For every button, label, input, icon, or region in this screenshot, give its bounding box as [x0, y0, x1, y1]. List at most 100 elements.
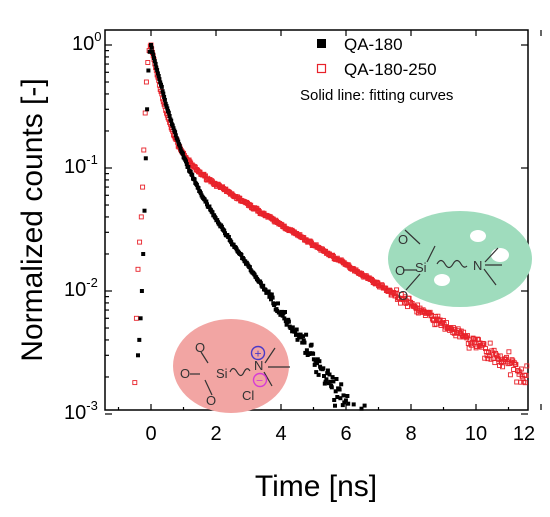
data-point [322, 374, 326, 378]
data-point [164, 104, 169, 109]
y-tick-label: 10-2 [64, 275, 98, 301]
data-point [137, 239, 143, 245]
data-point [314, 370, 319, 375]
data-point [332, 398, 337, 402]
data-point [261, 283, 266, 288]
data-point [346, 401, 351, 406]
data-point [341, 393, 346, 398]
data-point [190, 173, 195, 178]
data-point [393, 290, 399, 296]
data-point [162, 97, 167, 102]
legend-marker-qa-180 [317, 39, 326, 48]
data-point [140, 184, 146, 190]
oxygen-label: O [398, 232, 408, 247]
data-point [333, 403, 337, 408]
chloride-label: Cl [242, 388, 254, 403]
data-point [133, 315, 139, 321]
data-point [280, 313, 285, 318]
data-point [301, 334, 305, 339]
data-point [315, 361, 319, 366]
data-point [283, 310, 287, 314]
data-point [141, 252, 146, 256]
data-point [270, 295, 275, 300]
data-point [132, 380, 138, 386]
data-point [196, 186, 201, 191]
data-point [231, 242, 236, 247]
legend-note: Solid line: fitting curves [300, 87, 453, 104]
minus-charge-icon [252, 372, 268, 388]
x-tick-label: 0 [145, 423, 156, 445]
data-point [506, 349, 512, 355]
data-point [155, 68, 160, 73]
data-point [311, 351, 316, 356]
data-point [142, 110, 148, 116]
legend-label-qa-180-250: QA-180-250 [344, 60, 437, 79]
data-point [298, 332, 303, 337]
data-point [151, 52, 156, 57]
data-point [302, 340, 307, 345]
data-point [333, 389, 338, 394]
data-point [192, 177, 197, 182]
data-point [149, 43, 153, 47]
data-point [194, 182, 199, 187]
data-point [294, 332, 298, 337]
data-point [159, 82, 163, 87]
data-point [345, 394, 350, 398]
x-tick-label: 4 [275, 423, 286, 445]
data-point [226, 235, 231, 239]
data-point [325, 368, 330, 373]
data-point [155, 71, 160, 76]
data-point [514, 379, 520, 385]
data-point [500, 364, 506, 370]
red-molecule-inset: O O O Si N + − Cl [173, 319, 290, 413]
data-point [180, 151, 185, 156]
data-point [481, 341, 487, 347]
data-point [513, 362, 519, 368]
data-point [152, 59, 157, 64]
data-point [177, 143, 182, 148]
data-point [476, 337, 481, 343]
data-point [145, 107, 150, 112]
data-point [290, 325, 295, 330]
green-molecule-inset: O O O Si N [388, 211, 532, 307]
oxygen-label: O [195, 340, 205, 355]
bonds [190, 347, 290, 396]
data-point [321, 366, 326, 371]
legend: QA-180 QA-180-250 Solid line: fitting cu… [300, 35, 453, 104]
data-point [295, 337, 300, 342]
data-point [523, 373, 529, 378]
oxygen-label: O [398, 288, 408, 303]
data-point [154, 65, 159, 70]
data-point [524, 363, 530, 369]
data-point [158, 80, 163, 85]
data-point [394, 287, 400, 293]
legend-marker-qa-180-250 [316, 63, 327, 74]
data-point [149, 45, 154, 50]
data-point [362, 403, 367, 408]
data-point [136, 353, 140, 358]
oxygen-label: O [206, 393, 216, 408]
data-point [340, 403, 345, 408]
data-point [156, 74, 161, 78]
data-point [161, 91, 166, 96]
minus-sign: − [256, 374, 263, 388]
data-point [143, 156, 148, 161]
data-point [210, 210, 215, 215]
data-point [328, 379, 333, 384]
data-points [132, 42, 530, 411]
data-point [303, 350, 308, 355]
legend-label-qa-180: QA-180 [344, 35, 403, 54]
data-point [335, 395, 340, 399]
data-point [153, 62, 158, 66]
data-point [247, 265, 252, 270]
data-point [284, 322, 289, 327]
data-point [483, 346, 488, 352]
data-point [300, 340, 305, 345]
data-point [173, 133, 178, 138]
pore [434, 274, 450, 286]
x-tick-label: 6 [340, 423, 351, 445]
data-point [518, 366, 524, 372]
data-point [296, 332, 301, 337]
x-tick-label: 2 [210, 423, 221, 445]
